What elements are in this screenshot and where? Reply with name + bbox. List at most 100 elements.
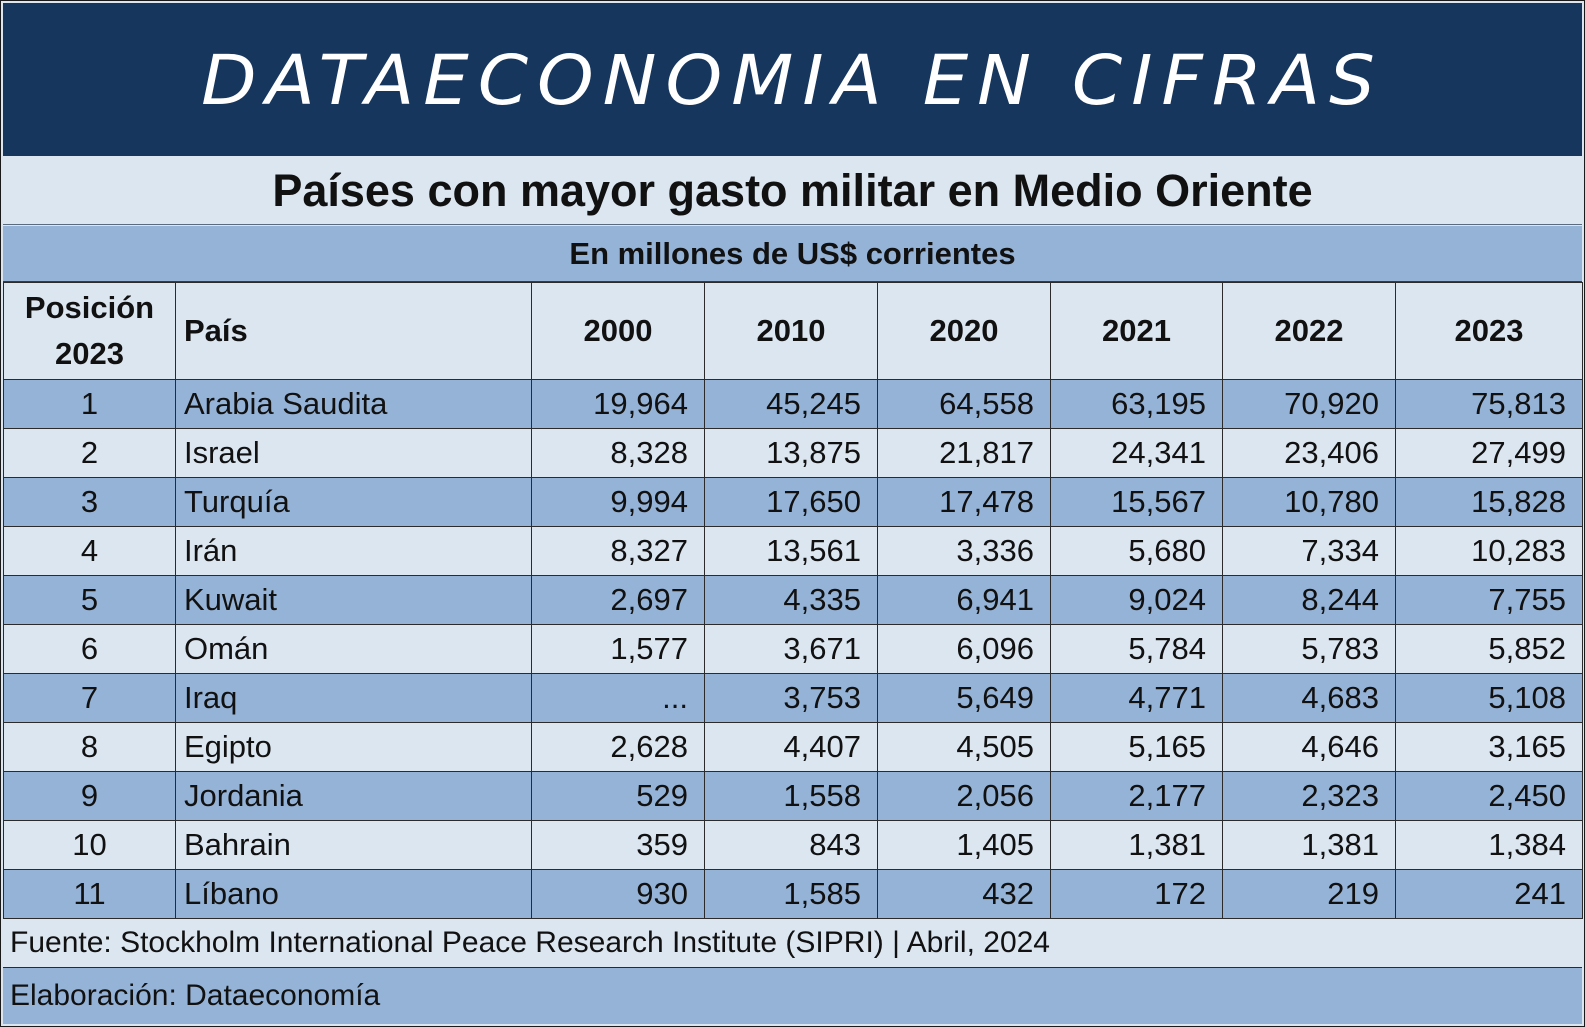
table-row: 6 Omán 1,577 3,671 6,096 5,784 5,783 5,852	[3, 624, 1583, 674]
cell-value: 45,245	[704, 379, 878, 429]
header-year: 2022	[1222, 282, 1396, 380]
cell-value: 8,244	[1222, 575, 1396, 625]
cell-value: 5,680	[1050, 526, 1223, 576]
table-row: 8 Egipto 2,628 4,407 4,505 5,165 4,646 3,165	[3, 722, 1583, 772]
cell-value: 2,177	[1050, 771, 1223, 821]
cell-value: 8,327	[531, 526, 705, 576]
cell-position: 1	[3, 379, 176, 429]
cell-value: 1,381	[1222, 820, 1396, 870]
cell-country: Turquía	[175, 477, 532, 527]
cell-value: 63,195	[1050, 379, 1223, 429]
cell-value: 13,561	[704, 526, 878, 576]
table-row: 10 Bahrain 359 843 1,405 1,381 1,381 1,384	[3, 820, 1583, 870]
table-subtitle: En millones de US$ corrientes	[569, 235, 1016, 271]
cell-position: 11	[3, 869, 176, 919]
cell-value: 10,780	[1222, 477, 1396, 527]
header-year: 2010	[704, 282, 878, 380]
cell-value: 17,478	[877, 477, 1051, 527]
cell-country: Arabia Saudita	[175, 379, 532, 429]
cell-value: 9,994	[531, 477, 705, 527]
cell-country: Bahrain	[175, 820, 532, 870]
cell-value: 15,828	[1395, 477, 1583, 527]
credit-row: Elaboración: Dataeconomía	[3, 968, 1582, 1024]
cell-value: 75,813	[1395, 379, 1583, 429]
cell-value: 241	[1395, 869, 1583, 919]
cell-value: 9,024	[1050, 575, 1223, 625]
cell-value: 529	[531, 771, 705, 821]
cell-position: 7	[3, 673, 176, 723]
cell-value: 21,817	[877, 428, 1051, 478]
table-subtitle-row: En millones de US$ corrientes	[3, 226, 1582, 282]
cell-value: 4,771	[1050, 673, 1223, 723]
cell-value: 7,334	[1222, 526, 1396, 576]
cell-country: Líbano	[175, 869, 532, 919]
cell-value: 843	[704, 820, 878, 870]
cell-country: Egipto	[175, 722, 532, 772]
cell-value: 172	[1050, 869, 1223, 919]
cell-position: 10	[3, 820, 176, 870]
table-row: 4 Irán 8,327 13,561 3,336 5,680 7,334 10,283	[3, 526, 1583, 576]
cell-country: Omán	[175, 624, 532, 674]
table-body: 1 Arabia Saudita 19,964 45,245 64,558 63,195 7…	[3, 379, 1583, 919]
cell-value: 3,671	[704, 624, 878, 674]
table-header-row: Posición 2023 País 2000 2010 2020 2021 2…	[3, 282, 1583, 380]
cell-value: 24,341	[1050, 428, 1223, 478]
cell-position: 5	[3, 575, 176, 625]
cell-country: Kuwait	[175, 575, 532, 625]
table-row: 3 Turquía 9,994 17,650 17,478 15,567 10,780 15,…	[3, 477, 1583, 527]
header-year: 2020	[877, 282, 1051, 380]
cell-value: 3,753	[704, 673, 878, 723]
header-year: 2023	[1395, 282, 1583, 380]
cell-value: 219	[1222, 869, 1396, 919]
cell-position: 4	[3, 526, 176, 576]
source-row: Fuente: Stockholm International Peace Re…	[3, 918, 1582, 968]
table-row: 5 Kuwait 2,697 4,335 6,941 9,024 8,244 7,755	[3, 575, 1583, 625]
cell-value: 4,646	[1222, 722, 1396, 772]
header-position-line2: 2023	[55, 336, 124, 371]
brand-title: DATAECONOMIA EN CIFRAS	[201, 39, 1384, 120]
cell-value: 5,784	[1050, 624, 1223, 674]
cell-value: 5,165	[1050, 722, 1223, 772]
cell-value: 6,941	[877, 575, 1051, 625]
cell-value: 13,875	[704, 428, 878, 478]
cell-value: 7,755	[1395, 575, 1583, 625]
brand-banner: DATAECONOMIA EN CIFRAS	[3, 3, 1582, 156]
source-text: Fuente: Stockholm International Peace Re…	[10, 926, 1050, 959]
table-row: 9 Jordania 529 1,558 2,056 2,177 2,323 2,450	[3, 771, 1583, 821]
cell-value: 3,165	[1395, 722, 1583, 772]
cell-country: Iraq	[175, 673, 532, 723]
cell-value: 930	[531, 869, 705, 919]
cell-value: 4,407	[704, 722, 878, 772]
cell-value: 359	[531, 820, 705, 870]
credit-text: Elaboración: Dataeconomía	[10, 979, 381, 1012]
cell-value: 10,283	[1395, 526, 1583, 576]
cell-value: 3,336	[877, 526, 1051, 576]
cell-value: 432	[877, 869, 1051, 919]
cell-value: 1,585	[704, 869, 878, 919]
cell-value: 1,577	[531, 624, 705, 674]
cell-value: 4,335	[704, 575, 878, 625]
cell-value: 2,323	[1222, 771, 1396, 821]
table-row: 7 Iraq... 3,753 5,649 4,771 4,683 5,108	[3, 673, 1583, 723]
table-row: 11 Líbano 930 1,585 432 172 219 241	[3, 869, 1583, 919]
cell-value: 5,783	[1222, 624, 1396, 674]
cell-value: 2,628	[531, 722, 705, 772]
cell-value: 1,381	[1050, 820, 1223, 870]
table-row: 2 Israel 8,328 13,875 21,817 24,341 23,406 27,4…	[3, 428, 1583, 478]
cell-value: 2,056	[877, 771, 1051, 821]
cell-value: 1,384	[1395, 820, 1583, 870]
cell-value: 5,649	[877, 673, 1051, 723]
cell-value: 1,558	[704, 771, 878, 821]
cell-value: 2,697	[531, 575, 705, 625]
cell-value: 27,499	[1395, 428, 1583, 478]
cell-value: 4,505	[877, 722, 1051, 772]
table-row: 1 Arabia Saudita 19,964 45,245 64,558 63,195 7…	[3, 379, 1583, 429]
cell-value: 8,328	[531, 428, 705, 478]
cell-value: 5,108	[1395, 673, 1583, 723]
header-year: 2000	[531, 282, 705, 380]
cell-position: 6	[3, 624, 176, 674]
cell-value: 1,405	[877, 820, 1051, 870]
cell-country: Israel	[175, 428, 532, 478]
header-country: País	[175, 282, 532, 380]
